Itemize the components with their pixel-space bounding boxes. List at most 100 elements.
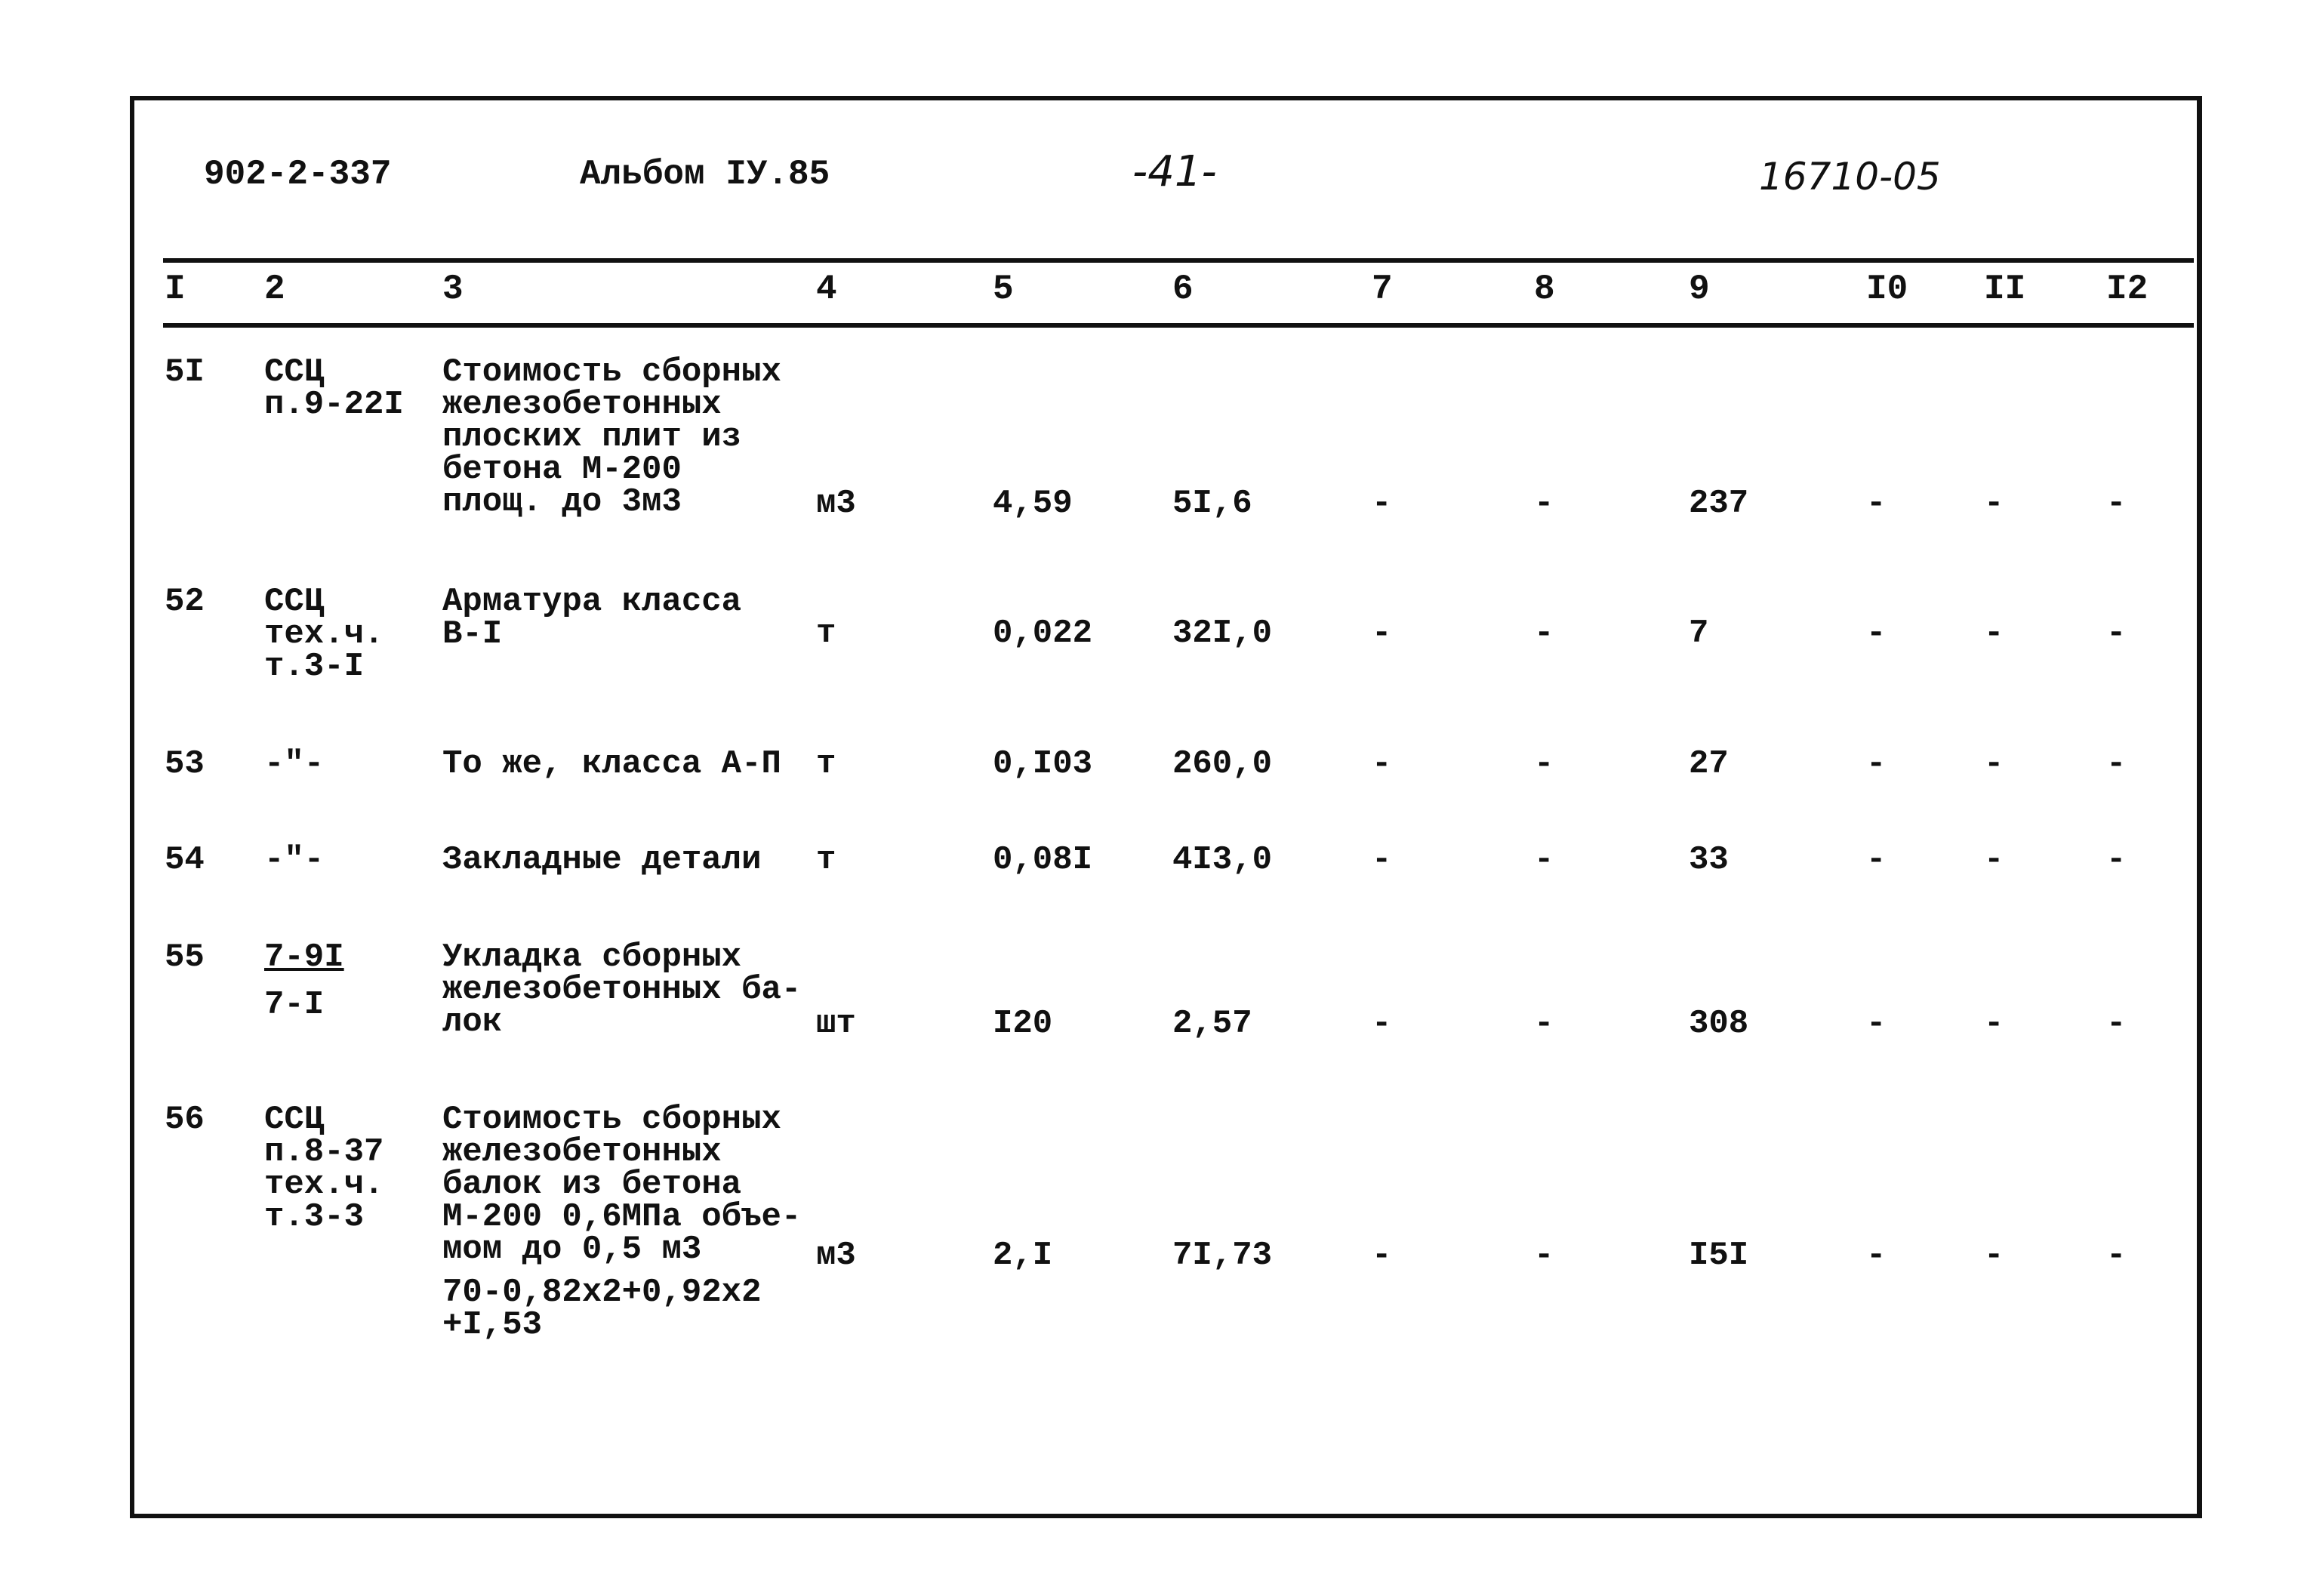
cell-c12: - <box>2106 1237 2127 1274</box>
description-line: Стоимость сборных <box>442 353 781 391</box>
reference: -"- <box>264 745 325 783</box>
row-number: 52 <box>165 583 205 621</box>
formula-note: 70-0,82х2+0,92х2 <box>442 1274 762 1311</box>
column-header: 2 <box>264 270 285 309</box>
cell-c6: 4I3,0 <box>1172 841 1273 879</box>
description-line: плоских плит из <box>442 418 742 456</box>
description-line: Стоимость сборных <box>442 1101 781 1138</box>
column-header: 6 <box>1172 270 1194 309</box>
description-line: балок из бетона <box>442 1166 742 1203</box>
description-line: Арматура класса <box>442 583 742 621</box>
cell-c6: 5I,6 <box>1172 485 1252 522</box>
cell-c5: 2,I <box>993 1237 1053 1274</box>
cell-c7: - <box>1372 1005 1392 1043</box>
page-frame <box>130 96 2202 1518</box>
cell-c6: 7I,73 <box>1172 1237 1273 1274</box>
row-number: 5I <box>165 353 205 391</box>
cell-unit: м3 <box>816 1237 856 1274</box>
cell-c5: 4,59 <box>993 485 1073 522</box>
cell-c12: - <box>2106 615 2127 652</box>
cell-c7: - <box>1372 745 1392 783</box>
cell-c8: - <box>1534 485 1554 522</box>
cell-c11: - <box>1984 841 2004 879</box>
reference: т.3-3 <box>264 1198 365 1236</box>
reference: 7-I <box>264 986 325 1024</box>
description-line: бетона М-200 <box>442 451 682 488</box>
reference: ССЦ <box>264 353 325 391</box>
cell-c5: I20 <box>993 1005 1053 1043</box>
cell-c12: - <box>2106 841 2127 879</box>
description-line: То же, класса А-П <box>442 745 781 783</box>
document-number: 16710-05 <box>1759 155 1941 199</box>
column-header: 5 <box>993 270 1014 309</box>
cell-unit: т <box>816 745 836 783</box>
reference: п.9-22I <box>264 386 404 424</box>
column-header: 3 <box>442 270 464 309</box>
cell-c9: 33 <box>1689 841 1729 879</box>
row-number: 55 <box>165 938 205 976</box>
row-number: 54 <box>165 841 205 879</box>
cell-c7: - <box>1372 1237 1392 1274</box>
project-code: 902-2-337 <box>204 155 392 194</box>
formula-note: +I,53 <box>442 1306 543 1344</box>
reference: п.8-37 <box>264 1133 384 1171</box>
page-number: -41- <box>1132 147 1217 196</box>
reference: -"- <box>264 841 325 879</box>
column-header: I0 <box>1866 270 1908 309</box>
cell-c5: 0,08I <box>993 841 1093 879</box>
cell-c8: - <box>1534 1237 1554 1274</box>
cell-c10: - <box>1866 485 1887 522</box>
description-line: Закладные детали <box>442 841 762 879</box>
cell-c11: - <box>1984 1005 2004 1043</box>
reference: ССЦ <box>264 583 325 621</box>
cell-c11: - <box>1984 1237 2004 1274</box>
reference: тех.ч. <box>264 1166 384 1203</box>
cell-c6: 2,57 <box>1172 1005 1252 1043</box>
reference: 7-9I <box>264 938 344 976</box>
cell-c10: - <box>1866 1237 1887 1274</box>
cell-c8: - <box>1534 1005 1554 1043</box>
reference: т.3-I <box>264 648 365 686</box>
description-line: М-200 0,6МПа объе- <box>442 1198 802 1236</box>
cell-c7: - <box>1372 841 1392 879</box>
column-header: I <box>165 270 186 309</box>
cell-unit: т <box>816 615 836 652</box>
cell-c9: 308 <box>1689 1005 1749 1043</box>
row-number: 56 <box>165 1101 205 1138</box>
header-divider <box>163 258 2194 263</box>
cell-unit: шт <box>816 1005 856 1043</box>
description-line: Укладка сборных <box>442 938 742 976</box>
cell-c12: - <box>2106 1005 2127 1043</box>
cell-c7: - <box>1372 615 1392 652</box>
cell-c9: 237 <box>1689 485 1749 522</box>
cell-c8: - <box>1534 841 1554 879</box>
reference: ССЦ <box>264 1101 325 1138</box>
cell-c10: - <box>1866 841 1887 879</box>
cell-unit: м3 <box>816 485 856 522</box>
column-header: II <box>1984 270 2026 309</box>
column-header: 8 <box>1534 270 1555 309</box>
description-line: железобетонных <box>442 1133 722 1171</box>
description-line: В-I <box>442 615 503 653</box>
album-label: Альбом IУ.85 <box>580 155 830 194</box>
cell-unit: т <box>816 841 836 879</box>
cell-c11: - <box>1984 485 2004 522</box>
description-line: железобетонных ба- <box>442 971 802 1009</box>
cell-c12: - <box>2106 745 2127 783</box>
cell-c8: - <box>1534 745 1554 783</box>
description-line: мом до 0,5 м3 <box>442 1231 702 1268</box>
cell-c5: 0,I03 <box>993 745 1093 783</box>
column-header: 7 <box>1372 270 1393 309</box>
cell-c8: - <box>1534 615 1554 652</box>
column-header: 4 <box>816 270 837 309</box>
cell-c7: - <box>1372 485 1392 522</box>
cell-c6: 32I,0 <box>1172 615 1273 652</box>
description-line: лок <box>442 1003 503 1041</box>
cell-c10: - <box>1866 1005 1887 1043</box>
cell-c9: 7 <box>1689 615 1709 652</box>
cell-c10: - <box>1866 615 1887 652</box>
description-line: площ. до 3м3 <box>442 483 682 521</box>
reference: тех.ч. <box>264 615 384 653</box>
column-header-divider <box>163 323 2194 328</box>
cell-c12: - <box>2106 485 2127 522</box>
